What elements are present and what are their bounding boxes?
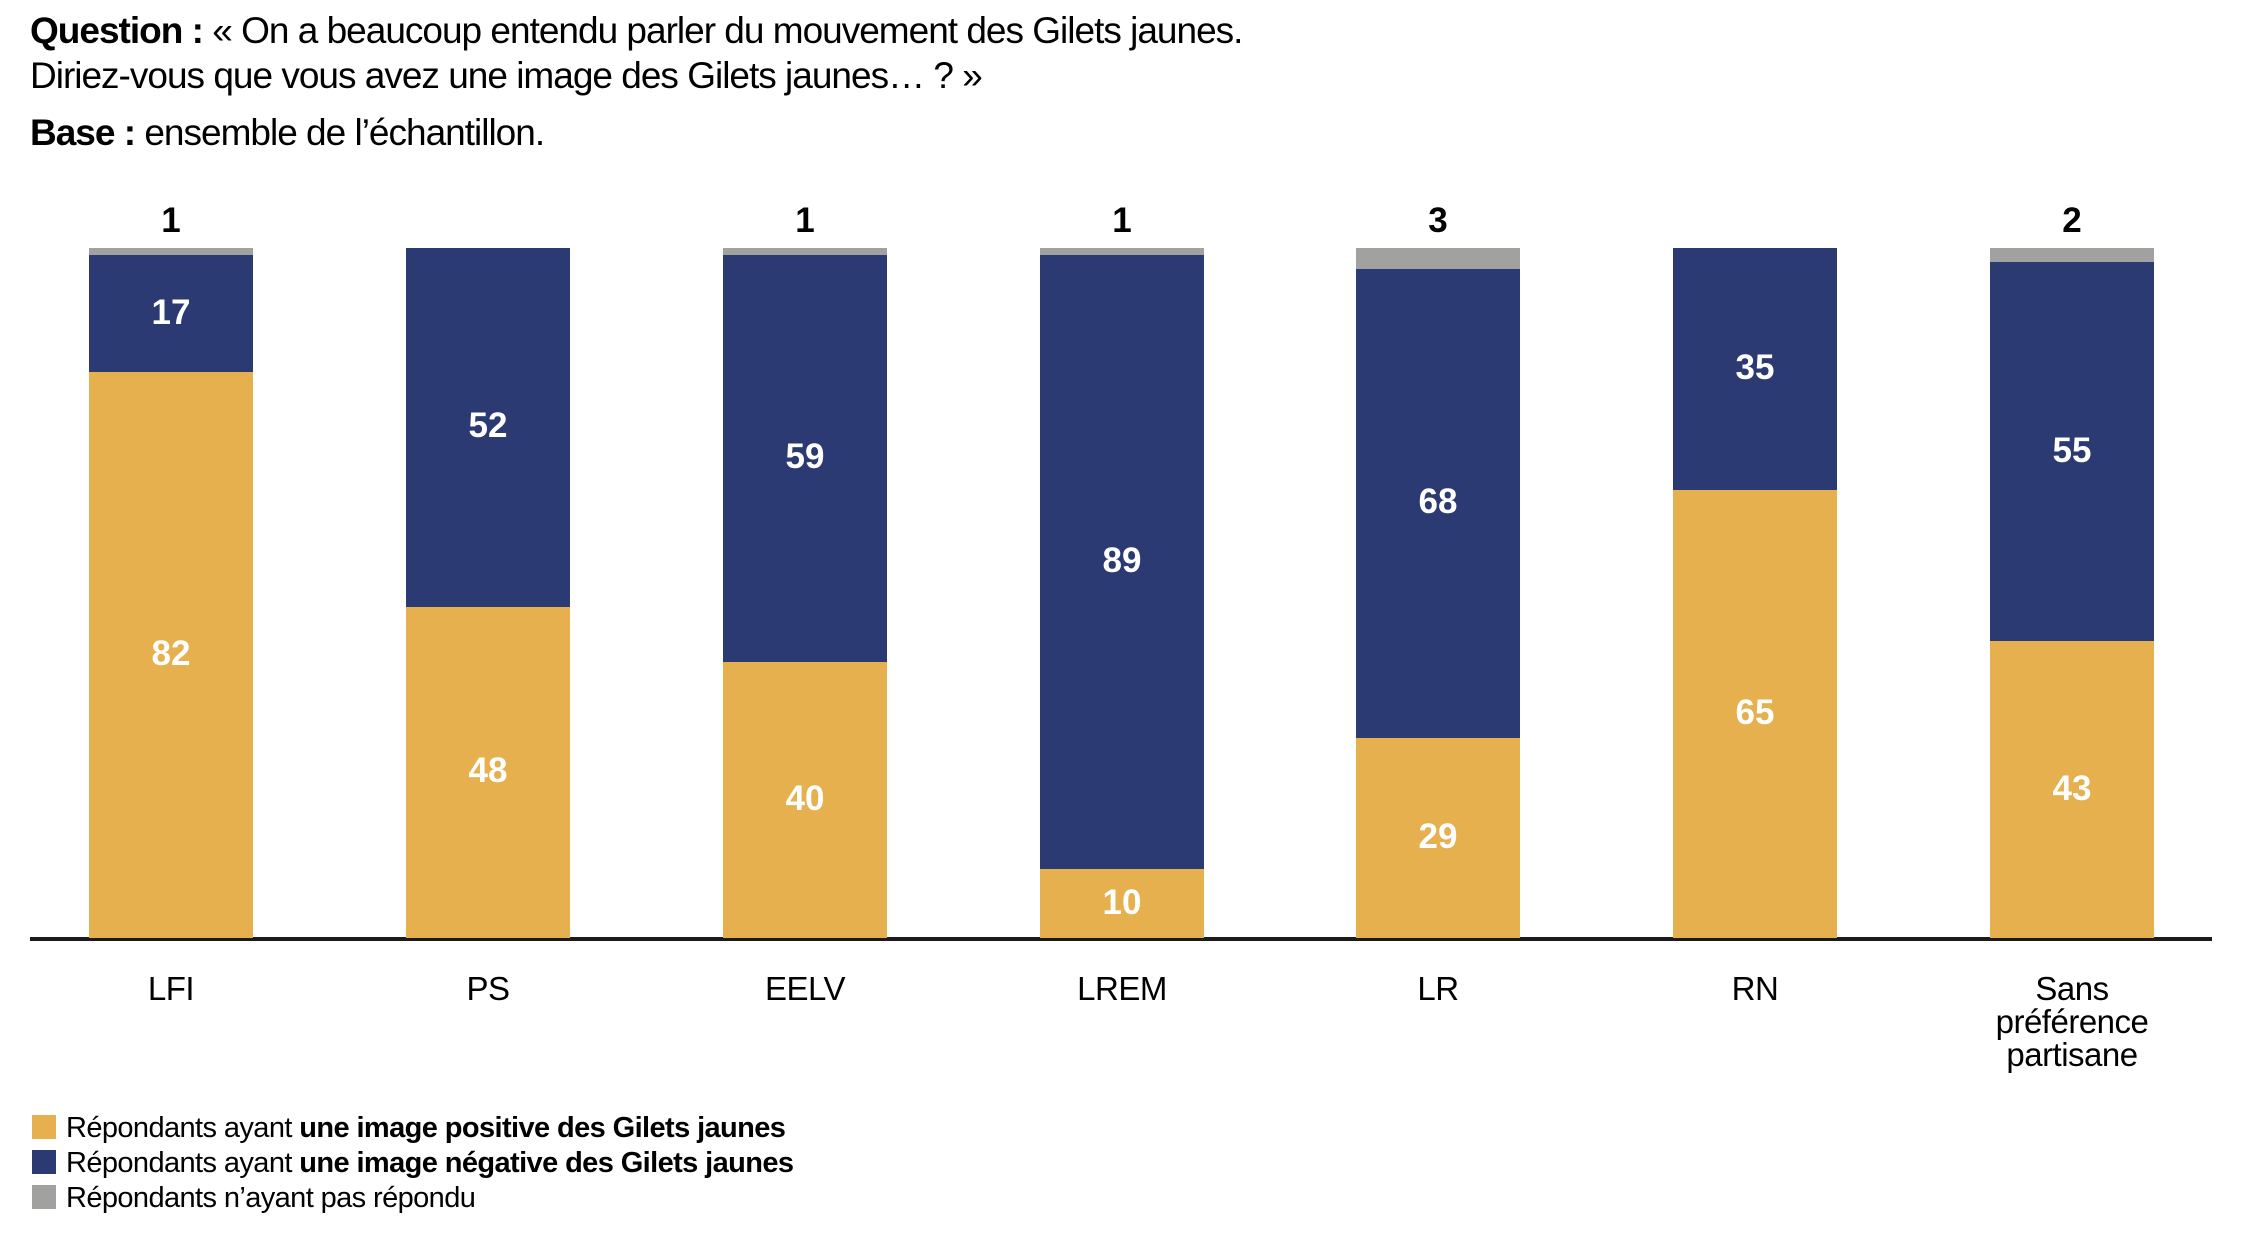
bar-segment-nonresponse-eelv <box>723 248 887 255</box>
chart-header: Question : « On a beaucoup entendu parle… <box>30 8 1243 155</box>
segment-value-label-positive-ps: 48 <box>468 751 508 791</box>
segment-value-label-positive-rn: 65 <box>1735 692 1775 732</box>
category-label-sans-pre-fe-rence-partisane: Sans préférence partisane <box>1995 970 2149 1073</box>
segment-value-label-negative-eelv: 59 <box>785 437 825 477</box>
category-label-rn: RN <box>1731 970 1779 1007</box>
segment-value-label-negative-lrem: 89 <box>1102 541 1142 581</box>
category-label-lrem: LREM <box>1077 970 1167 1007</box>
base-text: ensemble de l’échantillon. <box>135 112 545 153</box>
bar-segment-positive-ps: 48 <box>406 606 570 938</box>
segment-value-label-negative-lr: 68 <box>1418 482 1458 522</box>
legend-swatch-negative-icon <box>32 1150 56 1174</box>
legend-item-nonresponse: Répondants n’ayant pas répondu <box>32 1182 793 1214</box>
bar-segment-positive-rn: 65 <box>1673 489 1837 938</box>
segment-value-label-positive-lr: 29 <box>1418 817 1458 857</box>
bar-segment-nonresponse-sans-pre-fe-rence-partisane <box>1990 248 2154 262</box>
question-text-2: Diriez-vous que vous avez une image des … <box>30 55 983 96</box>
segment-value-label-positive-lfi: 82 <box>151 634 191 674</box>
bar-segment-negative-lrem: 89 <box>1040 254 1204 869</box>
segment-value-label-negative-lfi: 17 <box>151 292 191 332</box>
bar-segment-negative-sans-pre-fe-rence-partisane: 55 <box>1990 261 2154 642</box>
category-label-lfi: LFI <box>147 970 195 1007</box>
bar-segment-negative-rn: 35 <box>1673 248 1837 490</box>
legend-swatch-positive-icon <box>32 1115 56 1139</box>
segment-value-label-positive-lrem: 10 <box>1102 882 1142 922</box>
segment-value-label-negative-rn: 35 <box>1735 347 1775 387</box>
bar-segment-positive-eelv: 40 <box>723 662 887 938</box>
question-line-1: Question : « On a beaucoup entendu parle… <box>30 8 1243 53</box>
segment-value-label-negative-ps: 52 <box>468 406 508 446</box>
legend-label-nonresponse: Répondants n’ayant pas répondu <box>66 1182 476 1214</box>
nonresponse-value-label-sans-pre-fe-rence-partisane: 2 <box>2062 201 2082 240</box>
bar-segment-negative-lr: 68 <box>1356 268 1520 738</box>
segment-value-label-positive-sans-pre-fe-rence-partisane: 43 <box>2052 768 2092 808</box>
x-axis-line <box>30 937 2212 941</box>
question-text-1: « On a beaucoup entendu parler du mouvem… <box>202 10 1243 51</box>
bar-segment-negative-ps: 52 <box>406 248 570 607</box>
legend-label-nonresponse-prefix: Répondants n’ayant pas répondu <box>66 1182 476 1214</box>
segment-value-label-negative-sans-pre-fe-rence-partisane: 55 <box>2052 430 2092 470</box>
bar-segment-negative-eelv: 59 <box>723 254 887 662</box>
bar-segment-positive-lrem: 10 <box>1040 869 1204 938</box>
nonresponse-value-label-lrem: 1 <box>1112 201 1132 240</box>
legend-swatch-nonresponse-icon <box>32 1185 56 1209</box>
segment-value-label-positive-eelv: 40 <box>785 779 825 819</box>
legend-label-positive: Répondants ayant une image positive des … <box>66 1112 786 1144</box>
base-line: Base : ensemble de l’échantillon. <box>30 110 1242 155</box>
bar-segment-positive-sans-pre-fe-rence-partisane: 43 <box>1990 641 2154 938</box>
legend-label-positive-prefix: Répondants ayant <box>66 1112 300 1144</box>
question-label: Question : <box>30 10 204 51</box>
question-line-2: Diriez-vous que vous avez une image des … <box>30 53 1242 98</box>
legend: Répondants ayant une image positive des … <box>32 1112 794 1214</box>
base-label: Base : <box>30 112 136 153</box>
legend-item-positive: Répondants ayant une image positive des … <box>32 1112 793 1144</box>
legend-label-negative-bold: une image négative des Gilets jaunes <box>299 1147 794 1179</box>
bar-segment-nonresponse-lrem <box>1040 248 1204 255</box>
category-label-eelv: EELV <box>765 970 845 1007</box>
legend-label-negative: Répondants ayant une image négative des … <box>66 1147 794 1179</box>
bar-segment-nonresponse-lr <box>1356 248 1520 269</box>
bar-segment-positive-lfi: 82 <box>89 372 253 938</box>
legend-label-negative-prefix: Répondants ayant <box>66 1147 300 1179</box>
legend-label-positive-bold: une image positive des Gilets jaunes <box>299 1112 786 1144</box>
legend-item-negative: Répondants ayant une image négative des … <box>32 1147 794 1179</box>
category-label-ps: PS <box>466 970 510 1007</box>
nonresponse-value-label-lr: 3 <box>1428 201 1448 240</box>
bar-segment-nonresponse-lfi <box>89 248 253 255</box>
nonresponse-value-label-lfi: 1 <box>161 201 181 240</box>
category-label-lr: LR <box>1417 970 1459 1007</box>
nonresponse-value-label-eelv: 1 <box>795 201 815 240</box>
bar-segment-positive-lr: 29 <box>1356 737 1520 938</box>
bar-segment-negative-lfi: 17 <box>89 254 253 373</box>
